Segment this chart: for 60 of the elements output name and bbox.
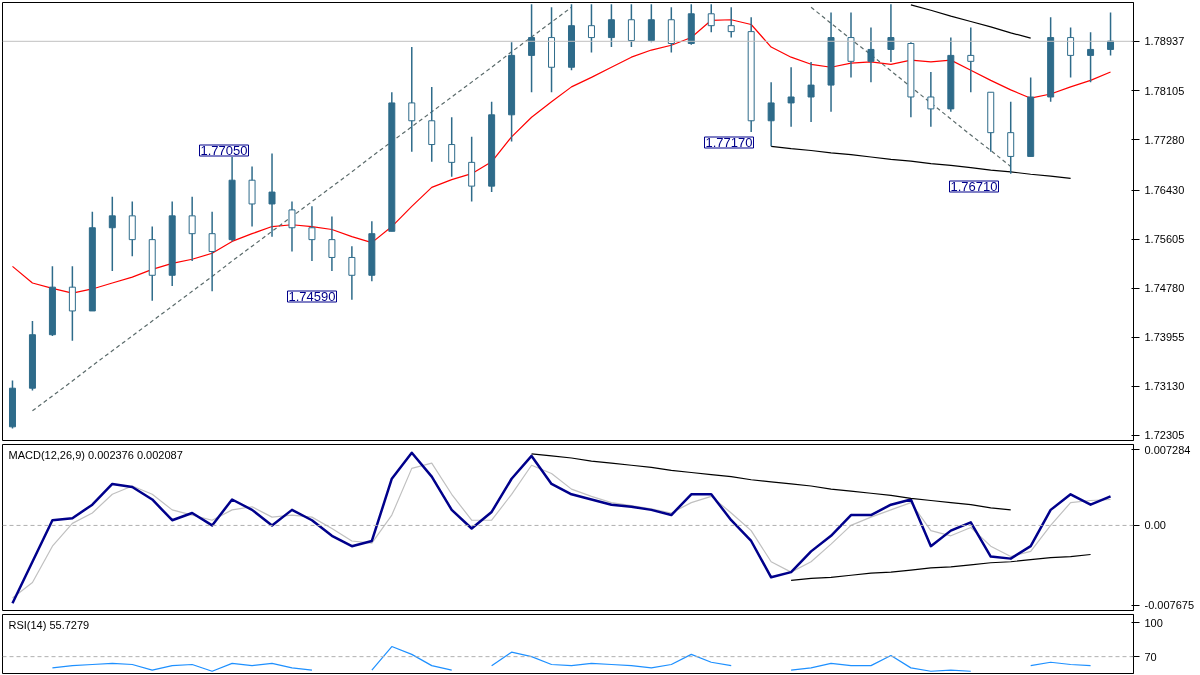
- candlestick: [308, 205, 316, 262]
- line-series: [810, 6, 1012, 168]
- chart-title: MACD(12,26,9) 0.002376 0.002087: [8, 448, 183, 461]
- y-tick-label: 1.73130: [1144, 380, 1185, 393]
- candlestick: [967, 26, 975, 93]
- annotation: 1.76710: [950, 179, 998, 194]
- y-tick-label: 1.74780: [1144, 282, 1185, 295]
- y-tick-label: 70: [1144, 650, 1157, 663]
- y-tick-label: 1.77280: [1144, 133, 1185, 146]
- candlestick: [248, 165, 256, 228]
- candlestick: [128, 200, 136, 258]
- candlestick: [288, 200, 296, 253]
- candlestick: [1067, 26, 1075, 79]
- candlestick: [328, 215, 336, 272]
- candlestick: [767, 81, 775, 148]
- candlestick: [188, 196, 196, 262]
- candlestick: [348, 245, 356, 301]
- y-tick-label: 1.76430: [1144, 184, 1185, 197]
- line-series: [790, 553, 1092, 582]
- candlestick: [68, 265, 76, 342]
- candlestick: [1007, 101, 1015, 175]
- line-series: [31, 6, 573, 412]
- y-tick-label: 1.73955: [1144, 331, 1185, 344]
- candlestick: [887, 3, 895, 63]
- y-tick-label: 1.72305: [1144, 429, 1185, 442]
- ref-line-label: 1.78937: [1144, 35, 1185, 48]
- chart-title: RSI(14) 55.7279: [8, 618, 90, 631]
- candlestick: [607, 3, 615, 48]
- candlestick: [587, 3, 595, 54]
- candlestick: [707, 3, 715, 33]
- annotation: 1.74590: [288, 289, 336, 304]
- candlestick: [647, 3, 655, 44]
- y-tick-label: 1.75605: [1144, 233, 1185, 246]
- y-tick-label: 100: [1144, 616, 1163, 629]
- line-series: [530, 453, 1012, 511]
- candlestick: [727, 6, 735, 39]
- candlestick: [627, 3, 635, 48]
- candlestick: [108, 196, 116, 272]
- candlestick: [787, 66, 795, 128]
- candlestick: [1087, 31, 1095, 83]
- candlestick: [847, 11, 855, 79]
- candlestick: [428, 86, 436, 163]
- candlestick: [867, 26, 875, 83]
- y-tick-label: -0.007675: [1144, 599, 1195, 612]
- candlestick: [448, 116, 456, 178]
- candlestick: [468, 136, 476, 203]
- candlestick: [208, 210, 216, 293]
- y-tick-label: 0.00: [1144, 519, 1166, 532]
- line-series: [770, 145, 1072, 180]
- candlestick: [408, 46, 416, 153]
- candlestick: [268, 152, 276, 238]
- candlestick: [927, 71, 935, 128]
- y-tick-label: 1.78105: [1144, 84, 1185, 97]
- candlestick: [667, 6, 675, 54]
- candlestick: [807, 61, 815, 123]
- y-tick-label: 0.007284: [1144, 443, 1191, 456]
- candlestick: [1107, 11, 1115, 57]
- annotation: 1.77050: [200, 143, 248, 158]
- annotation: 1.77170: [705, 135, 753, 150]
- candlestick: [528, 3, 536, 93]
